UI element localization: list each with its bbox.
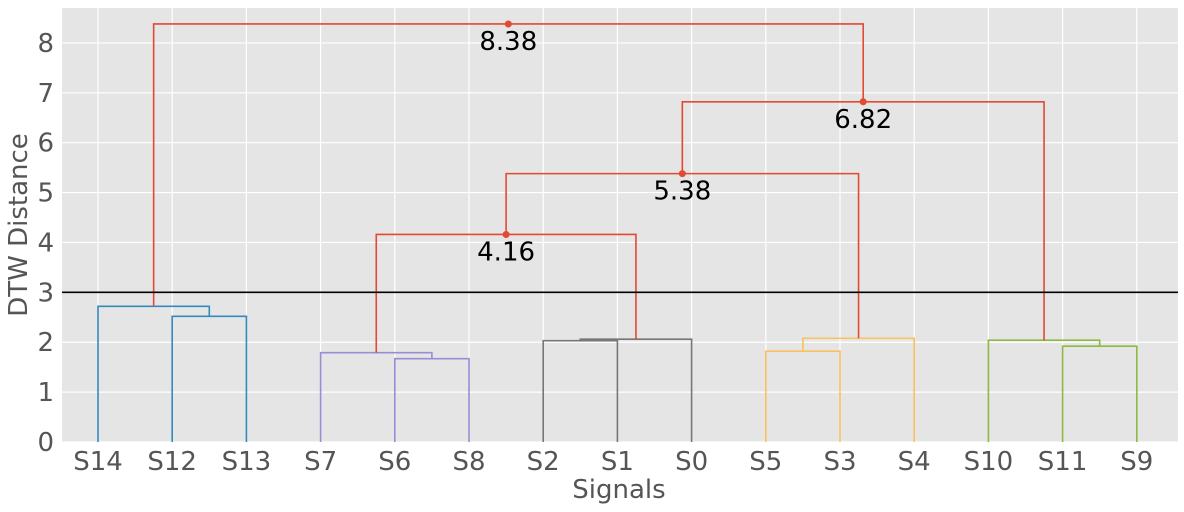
merge-markers: [502, 20, 867, 238]
merge-height-labels: 4.16 5.38 6.82 8.38: [477, 27, 892, 268]
x-tick-label: S8: [452, 447, 485, 477]
x-tick-label: S11: [1038, 447, 1088, 477]
merge-height-label: 6.82: [834, 105, 892, 135]
x-tick-labels: S14 S12 S13 S7 S6 S8 S2 S1 S0 S5 S3 S4 S10 S11 S9: [73, 447, 1153, 477]
x-tick-label: S7: [304, 447, 337, 477]
merge-height-label: 8.38: [479, 27, 537, 57]
x-tick-label: S4: [898, 447, 931, 477]
x-tick-label: S14: [73, 447, 123, 477]
y-tick-label: 8: [37, 29, 54, 59]
x-tick-label: S13: [222, 447, 272, 477]
x-tick-label: S10: [964, 447, 1014, 477]
x-axis-title: Signals: [572, 475, 665, 505]
x-tick-label: S1: [601, 447, 634, 477]
y-tick-label: 3: [37, 278, 54, 308]
y-tick-label: 0: [37, 428, 54, 458]
y-axis-title: DTW Distance: [4, 133, 34, 317]
y-tick-label: 5: [37, 179, 54, 209]
merge-marker: [502, 230, 510, 238]
y-tick-label: 4: [37, 228, 54, 258]
dendrogram-link: [171, 315, 248, 442]
x-tick-label: S12: [147, 447, 197, 477]
dendrogram-link: [319, 351, 433, 442]
y-tick-label: 7: [37, 79, 54, 109]
x-tick-label: S5: [749, 447, 782, 477]
y-tick-label: 1: [37, 378, 54, 408]
dendrogram-link: [97, 305, 211, 442]
x-tick-label: S3: [823, 447, 856, 477]
x-tick-label: S9: [1120, 447, 1153, 477]
merge-height-label: 4.16: [477, 237, 535, 267]
merge-marker: [678, 170, 686, 178]
y-tick-label: 2: [37, 328, 54, 358]
merge-marker: [859, 98, 867, 106]
dendrogram-link: [1061, 345, 1138, 442]
x-tick-label: S2: [527, 447, 560, 477]
merge-marker: [504, 20, 512, 28]
dendrogram-link: [579, 338, 693, 442]
x-tick-label: S6: [378, 447, 411, 477]
y-tick-labels: 0 1 2 3 4 5 6 7 8: [37, 29, 54, 458]
dendrogram-link: [394, 357, 470, 442]
x-tick-label: S0: [675, 447, 708, 477]
plot-background: [62, 8, 1178, 442]
y-tick-label: 6: [37, 129, 54, 159]
merge-height-label: 5.38: [653, 177, 711, 207]
